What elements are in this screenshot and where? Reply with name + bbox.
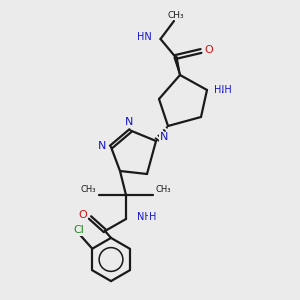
Text: Cl: Cl xyxy=(74,225,84,235)
Text: O: O xyxy=(204,45,213,56)
Text: H: H xyxy=(148,212,156,223)
Polygon shape xyxy=(174,57,180,75)
Text: N: N xyxy=(125,117,133,127)
Text: N: N xyxy=(98,140,106,151)
Text: CH₃: CH₃ xyxy=(156,185,172,194)
Text: NH: NH xyxy=(136,212,151,223)
Text: CH₃: CH₃ xyxy=(80,185,96,194)
Text: H: H xyxy=(214,85,221,95)
Text: NH: NH xyxy=(218,85,232,95)
Text: N: N xyxy=(160,132,169,142)
Text: CH₃: CH₃ xyxy=(167,11,184,20)
Text: HN: HN xyxy=(137,32,152,43)
Text: O: O xyxy=(78,210,87,220)
